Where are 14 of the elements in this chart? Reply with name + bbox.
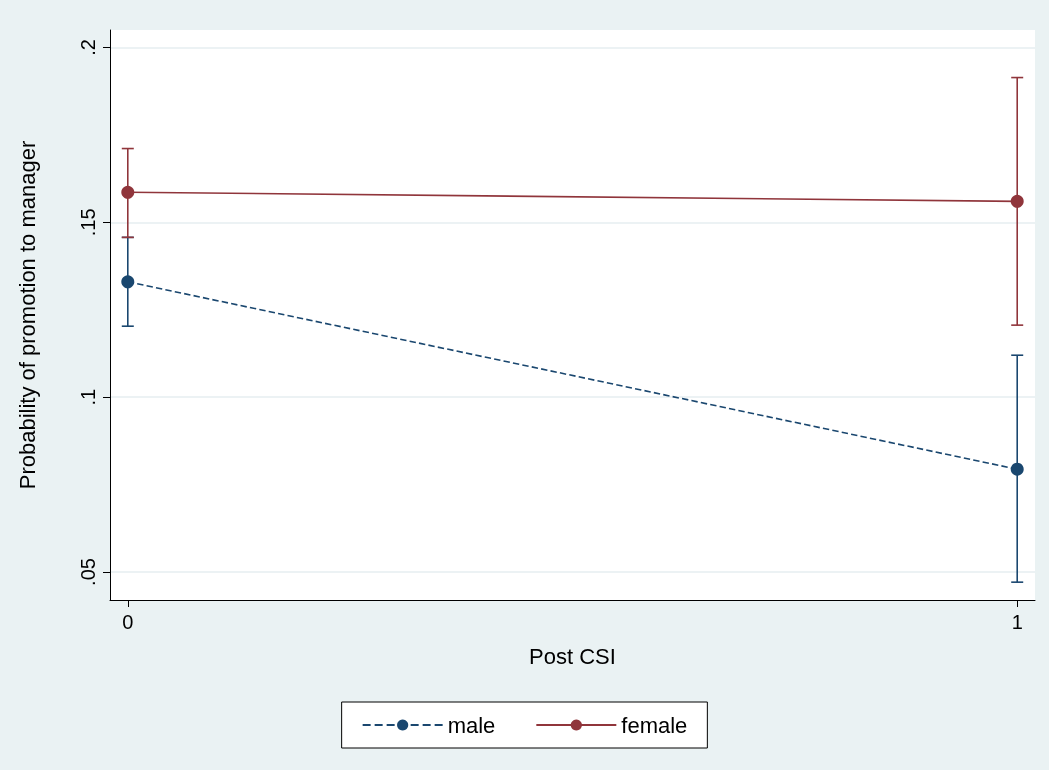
legend-label: female [621, 712, 688, 738]
y-tick-label: .2 [77, 39, 99, 56]
x-axis-title: Post CSI [529, 643, 616, 669]
point [1010, 194, 1024, 208]
y-tick-label: .15 [77, 208, 99, 237]
y-tick-label: .1 [77, 388, 99, 406]
x-tick-label: 0 [122, 611, 134, 633]
y-axis-title: Probability of promotion to manager [14, 140, 40, 490]
point [1010, 462, 1024, 476]
point [121, 275, 135, 289]
y-tick-label: .05 [77, 558, 99, 586]
legend-label: male [447, 712, 496, 738]
x-tick-label: 1 [1011, 611, 1023, 633]
point [121, 185, 135, 199]
